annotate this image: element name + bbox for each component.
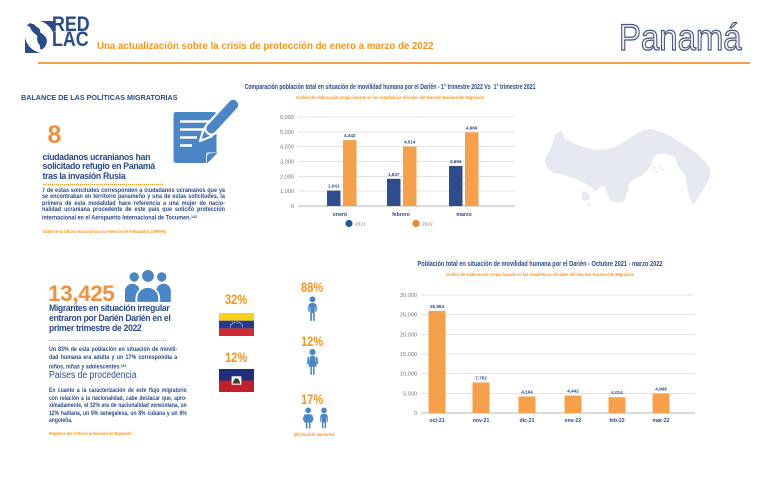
svg-text:ene-22: ene-22	[565, 418, 582, 424]
svg-text:dic-21: dic-21	[520, 418, 535, 424]
svg-text:2,694: 2,694	[450, 159, 462, 164]
svg-text:5,000: 5,000	[280, 130, 294, 136]
svg-text:4,014: 4,014	[404, 140, 416, 145]
svg-text:25,000: 25,000	[400, 313, 417, 319]
svg-text:4,442: 4,442	[567, 389, 579, 394]
svg-text:2,000: 2,000	[280, 174, 294, 180]
svg-text:4,014: 4,014	[611, 390, 623, 395]
svg-text:3,000: 3,000	[280, 160, 294, 166]
svg-text:15,000: 15,000	[400, 352, 417, 358]
svg-text:1,041: 1,041	[328, 184, 340, 189]
svg-text:4,442: 4,442	[344, 133, 356, 138]
svg-text:5,000: 5,000	[403, 391, 417, 397]
svg-text:febrero: febrero	[392, 212, 410, 218]
svg-text:0: 0	[414, 411, 417, 417]
svg-text:30,000: 30,000	[400, 293, 417, 299]
svg-text:enero: enero	[333, 212, 347, 218]
svg-text:1,837: 1,837	[388, 172, 400, 177]
svg-text:2022: 2022	[422, 222, 433, 228]
svg-text:25,964: 25,964	[430, 304, 444, 309]
svg-text:4,000: 4,000	[280, 145, 294, 151]
svg-text:marzo: marzo	[456, 212, 471, 218]
svg-text:1,000: 1,000	[280, 189, 294, 195]
svg-text:2021: 2021	[355, 222, 366, 228]
svg-text:6,000: 6,000	[280, 115, 294, 121]
svg-text:4,194: 4,194	[521, 390, 533, 395]
svg-text:20,000: 20,000	[400, 332, 417, 338]
svg-text:mar-22: mar-22	[652, 418, 669, 424]
svg-text:0: 0	[291, 204, 294, 210]
svg-text:oct-21: oct-21	[429, 418, 444, 424]
svg-text:4,969: 4,969	[466, 125, 478, 130]
svg-text:7,762: 7,762	[475, 376, 487, 381]
svg-text:10,000: 10,000	[400, 372, 417, 378]
svg-text:4,969: 4,969	[655, 387, 667, 392]
svg-text:nov-21: nov-21	[473, 418, 490, 424]
svg-text:feb-22: feb-22	[609, 418, 624, 424]
svg-text:Panamá: Panamá	[619, 17, 742, 58]
